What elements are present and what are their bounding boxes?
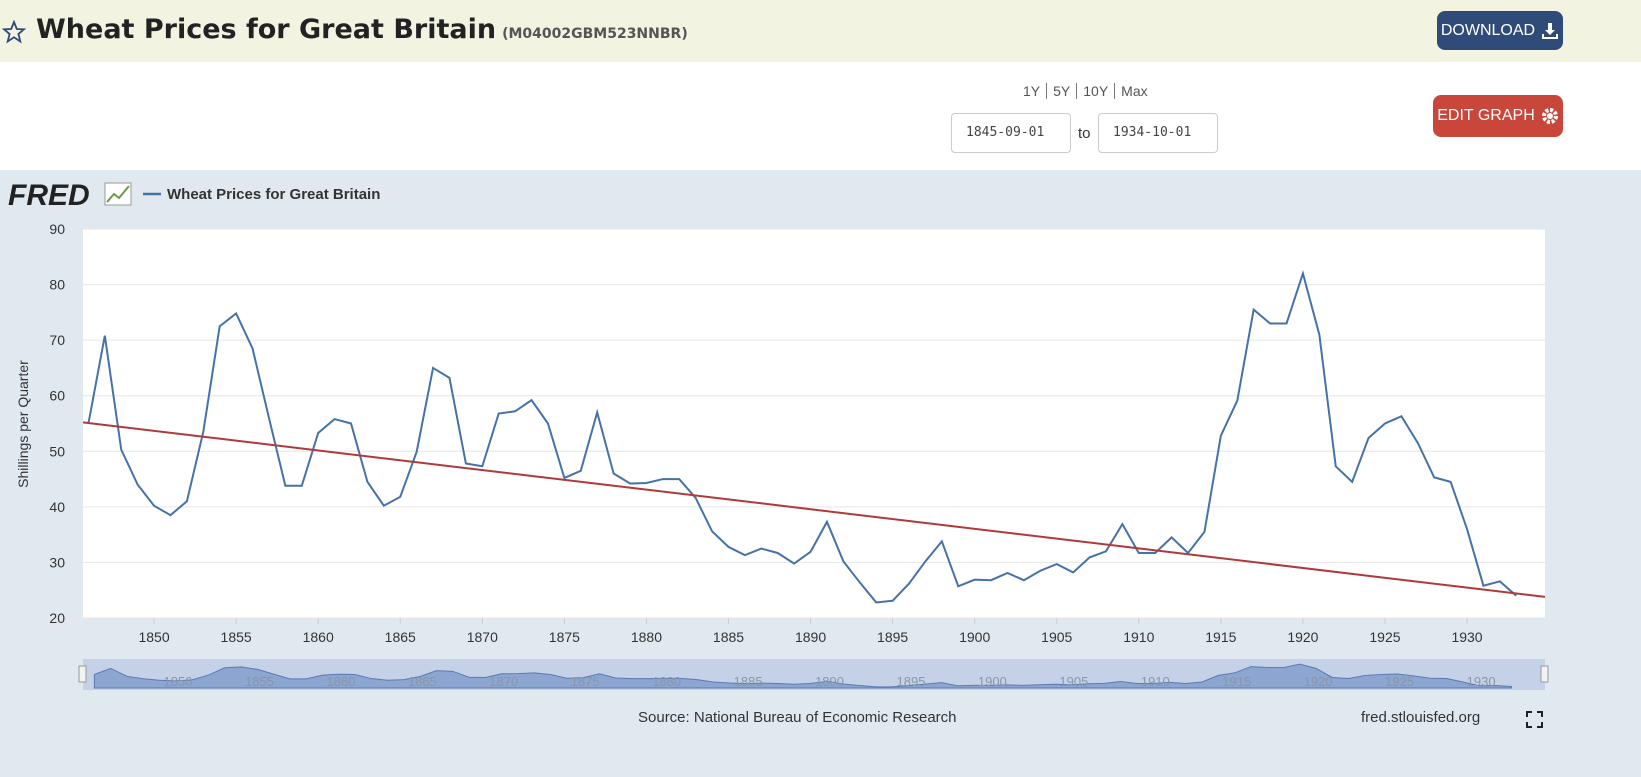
x-tick-label: 1885 [713,629,744,645]
site-link[interactable]: fred.stlouisfed.org [1361,709,1480,726]
navigator-tick-label: 1930 [1467,674,1496,689]
fred-logo: FRED [8,179,90,212]
logo-icon [104,182,132,206]
download-button[interactable]: DOWNLOAD [1437,11,1563,50]
x-tick-label: 1865 [385,629,416,645]
navigator-handle [1540,665,1549,683]
y-tick-label: 90 [49,221,65,237]
range-link[interactable]: 10Y [1076,83,1114,99]
trend-line [82,421,1546,598]
navigator-tick-label: 1870 [489,674,518,689]
y-tick-label: 60 [49,388,65,404]
x-tick-label: 1855 [221,629,252,645]
navigator-handle [78,665,87,683]
fullscreen-icon[interactable] [1526,711,1543,728]
navigator-tick-label: 1885 [734,674,763,689]
x-tick-label: 1925 [1369,629,1400,645]
start-date[interactable]: 1845-09-01 [951,113,1071,153]
navigator-tick-label: 1920 [1304,674,1333,689]
y-tick-label: 30 [49,554,65,570]
end-date[interactable]: 1934-10-01 [1098,113,1218,153]
x-tick-label: 1930 [1451,629,1482,645]
x-tick-label: 1900 [959,629,990,645]
y-tick-label: 40 [49,499,65,515]
chart: FRED Wheat Prices for Great Britain Shil… [0,170,1641,777]
plot-area [83,229,1545,618]
x-tick-label: 1870 [467,629,498,645]
navigator-tick-label: 1905 [1059,674,1088,689]
x-tick-label: 1895 [877,629,908,645]
navigator-tick-label: 1925 [1385,674,1414,689]
source: Source: National Bureau of Economic Rese… [638,709,957,726]
x-tick-label: 1905 [1041,629,1072,645]
edit-label: EDIT GRAPH [1437,107,1535,124]
range-link[interactable]: Max [1114,83,1153,99]
y-tick-label: 50 [49,443,65,459]
navigator-tick-label: 1860 [326,674,355,689]
x-tick-label: 1910 [1123,629,1154,645]
navigator-tick-label: 1915 [1222,674,1251,689]
edit-graph-button[interactable]: EDIT GRAPH [1433,95,1563,137]
y-tick-label: 80 [49,277,65,293]
download-icon [1542,22,1559,39]
navigator-tick-label: 1850 [164,674,193,689]
y-axis-label: Shillings per Quarter [15,360,31,488]
y-tick-label: 20 [49,610,65,626]
legend-label[interactable]: Wheat Prices for Great Britain [167,186,380,203]
x-tick-label: 1880 [631,629,662,645]
x-tick-label: 1860 [303,629,334,645]
series-line [87,269,1517,604]
range-link[interactable]: 1Y [1023,83,1041,99]
navigator-tick-label: 1900 [978,674,1007,689]
navigator-tick-label: 1910 [1141,674,1170,689]
header: Wheat Prices for Great Britain (M04002GBM… [0,0,1641,62]
range-links: 1Y 5Y 10Y Max [1017,83,1154,99]
title: Wheat Prices for Great Britain [36,14,497,45]
star-icon[interactable] [2,20,26,44]
gear-icon [1541,108,1558,124]
navigator-tick-label: 1895 [897,674,926,689]
navigator-tick-label: 1875 [571,674,600,689]
navigator-tick-label: 1865 [408,674,437,689]
y-tick-label: 70 [49,332,65,348]
navigator-area [93,663,1512,689]
x-tick-label: 1850 [138,629,169,645]
x-tick-label: 1875 [549,629,580,645]
series-id: (M04002GBM523NNBR) [502,26,688,42]
x-tick-label: 1915 [1205,629,1236,645]
download-label: DOWNLOAD [1440,21,1536,39]
x-tick-label: 1920 [1287,629,1318,645]
title-block: Wheat Prices for Great Britain (M04002GBM… [36,14,688,45]
x-tick-label: 1890 [795,629,826,645]
navigator-tick-label: 1890 [815,674,844,689]
navigator-tick-label: 1855 [245,674,274,689]
to-label: to [1078,125,1091,142]
navigator-tick-label: 1880 [652,674,681,689]
range-link[interactable]: 5Y [1046,83,1076,99]
